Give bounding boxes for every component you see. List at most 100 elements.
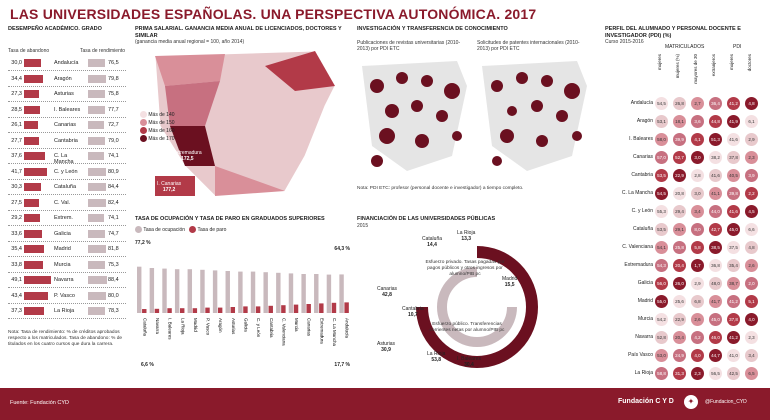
- staff-cell: 41,6: [709, 169, 722, 182]
- region-name: C. Val.: [54, 199, 71, 206]
- finance-label: Cataluña 14,4: [422, 236, 442, 248]
- finance-label-name: La Rioja: [427, 351, 446, 357]
- legend-item-3: Más de 160: [140, 127, 175, 135]
- finance-label-value: 30,9: [381, 347, 391, 353]
- performance-value: 72,7: [108, 122, 119, 128]
- staff-region: C. La Mancha: [621, 190, 653, 196]
- performance-value: 74,7: [108, 230, 119, 237]
- staff-cell: 41,6: [727, 205, 740, 218]
- occupancy-bar: [187, 269, 193, 313]
- staff-region: C. y León: [631, 208, 653, 214]
- staff-cell: 20,4: [673, 259, 686, 272]
- finance-label: I. Baleares 30,4: [457, 356, 481, 368]
- staff-row: Cantabria 53,5 22,9 2,8 41,6 40,5 3,9: [605, 168, 765, 184]
- ranking-row: 27,7 Cantabria 79,0: [8, 136, 126, 150]
- abandon-value: 27,7: [11, 137, 22, 144]
- row-divider: [8, 225, 126, 226]
- abandon-value: 28,5: [11, 106, 22, 113]
- ranking-row: 30,0 Andalucía 76,5: [8, 58, 126, 72]
- occupancy-bar: [326, 274, 332, 313]
- staff-column-header: mujeres: [657, 54, 662, 71]
- research-right-sub: Solicitudes de patentes internacionales …: [477, 40, 580, 52]
- performance-bar: [88, 245, 107, 253]
- finance-label: La Rioja 53,8: [427, 351, 445, 363]
- row-divider: [8, 147, 126, 149]
- region-label: Canarias: [307, 318, 312, 337]
- occupancy-legend: Tasa de ocupación Tasa de paro: [135, 226, 226, 233]
- performance-bar: [88, 90, 105, 98]
- occupancy-bar: [238, 271, 243, 313]
- abandon-bar: [24, 276, 51, 284]
- staff-column-header: mujeres (%): [675, 54, 680, 79]
- research-panel: INVESTIGACIÓN Y TRANSFERENCIA DE CONOCIM…: [357, 26, 597, 206]
- staff-row: Extremadura 54,3 20,4 1,7 36,8 35,4 2,6: [605, 258, 765, 274]
- performance-value: 80,9: [108, 168, 119, 175]
- staff-cell: 44,8: [709, 115, 722, 128]
- staff-cell: 22,9: [673, 313, 686, 326]
- row-divider: [8, 271, 126, 273]
- staff-row: Navarra 52,8 20,4 4,2 46,0 41,2 2,3: [605, 330, 765, 346]
- staff-cell: 6,8: [691, 295, 704, 308]
- performance-bar: [88, 152, 105, 160]
- finance-inner-ring: [437, 267, 517, 347]
- staff-cell: 29,4: [673, 205, 686, 218]
- abandon-value: 27,5: [11, 199, 22, 206]
- abandon-value: 49,1: [11, 277, 22, 283]
- performance-value: 88,4: [108, 277, 119, 283]
- region-label: Galicia: [244, 318, 249, 332]
- finance-chart: [416, 246, 538, 368]
- finance-label: Cantabria 10,7: [402, 306, 424, 318]
- region-label: C. La Mancha: [332, 318, 337, 347]
- map-canarias: [155, 176, 195, 196]
- finance-panel: FINANCIACIÓN DE LAS UNIVERSIDADES PÚBLIC…: [357, 216, 597, 386]
- research-map-right: [482, 61, 587, 171]
- region-label: Andalucía: [345, 318, 350, 339]
- legend-item-2: Más de 150: [140, 119, 175, 127]
- region-name: Extrem.: [54, 215, 73, 221]
- abandon-bar: [24, 105, 40, 114]
- abandon-bar: [24, 136, 40, 145]
- row-divider: [8, 116, 126, 118]
- staff-cell: 4,0: [745, 313, 758, 326]
- staff-cell: 51,3: [709, 133, 722, 146]
- finance-label-name: Cantabria: [402, 306, 424, 312]
- region-label: Madrid: [193, 318, 198, 332]
- research-title: INVESTIGACIÓN Y TRANSFERENCIA DE CONOCIM…: [357, 26, 508, 32]
- performance-bar: [88, 167, 106, 176]
- staff-region: Madrid: [637, 298, 653, 304]
- finance-label: Asturias 30,9: [377, 341, 395, 353]
- staff-column-header: extranjeros: [711, 54, 716, 77]
- unemployment-bar: [142, 309, 147, 313]
- ranking-row: 27,5 C. Val. 82,4: [8, 198, 126, 212]
- ranking-note: Nota: Tasa de rendimiento: % de créditos…: [8, 330, 123, 347]
- col-group-2: PDI: [733, 44, 742, 50]
- footer-handle[interactable]: @Fundacion_CYD: [705, 399, 747, 405]
- ranking-row: 35,4 Madrid 81,8: [8, 244, 126, 258]
- ranking-row: 29,2 Extrem. 74,1: [8, 213, 126, 227]
- occupancy-bar: [263, 272, 268, 313]
- staff-cell: 52,7: [673, 151, 686, 164]
- research-left-sub: Publicaciones de revistas universitarias…: [357, 40, 461, 52]
- staff-cell: 55,3: [655, 205, 668, 218]
- unemployment-bar: [217, 307, 223, 313]
- map-title: PRIMA SALARIAL. GANANCIA MEDIA ANUAL DE …: [135, 26, 342, 39]
- twitter-icon[interactable]: ✦: [684, 395, 698, 409]
- region-name: P. Vasco: [54, 292, 75, 299]
- occupancy-bar: [339, 274, 344, 313]
- staff-region: La Rioja: [634, 370, 653, 376]
- staff-cell: 41,2: [727, 295, 740, 308]
- staff-cell: 2,3: [745, 331, 758, 344]
- finance-label-value: 15,5: [504, 282, 515, 288]
- performance-bar: [88, 121, 104, 129]
- region-name: Canarias: [54, 122, 77, 128]
- staff-cell: 38,2: [709, 151, 722, 164]
- staff-row: La Rioja 58,8 31,3 2,3 56,5 42,5 6,5: [605, 366, 765, 382]
- staff-cell: 58,0: [655, 133, 668, 146]
- unemployment-bar: [192, 308, 198, 313]
- staff-row: Murcia 54,2 22,9 2,6 45,0 37,8 4,0: [605, 312, 765, 328]
- region-label: La Rioja: [180, 318, 185, 335]
- staff-column-header: mayores de 30: [693, 54, 698, 84]
- region-label: I. Baleares: [168, 318, 173, 340]
- region-name: C. La Mancha: [54, 153, 74, 165]
- staff-region: I. Baleares: [629, 136, 653, 142]
